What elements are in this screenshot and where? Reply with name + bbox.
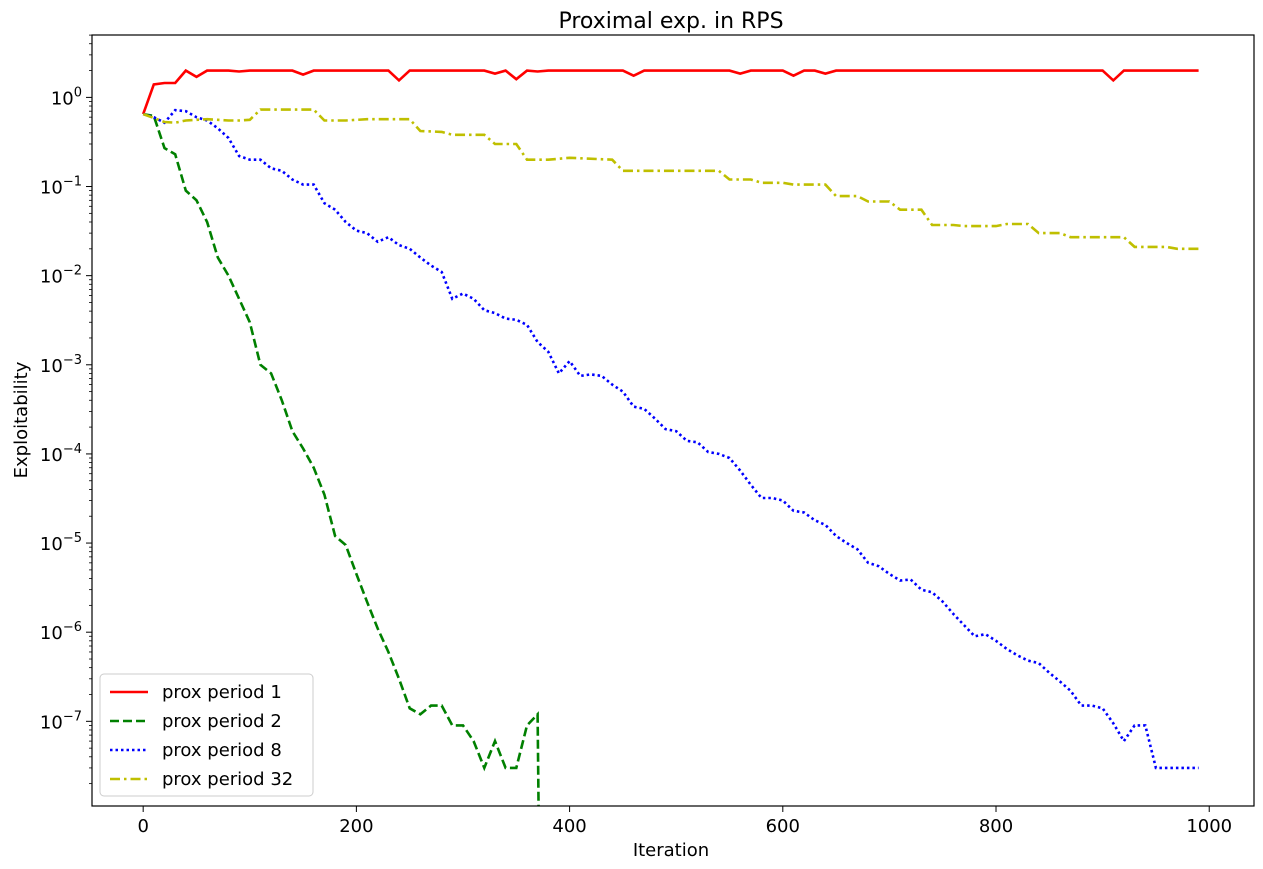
- y-tick-label: 10−7: [40, 709, 82, 733]
- series-layer: [141, 68, 1199, 806]
- legend-label: prox period 1: [162, 682, 282, 703]
- series-line-4: [142, 108, 1199, 251]
- series-line-3: [142, 108, 1199, 770]
- legend-box: [99, 673, 314, 797]
- series-line-2: [142, 112, 540, 806]
- legend: prox period 1 prox period 2 prox period 8 p…: [99, 673, 314, 797]
- y-tick-label: 10−5: [40, 531, 82, 555]
- x-tick-label: 200: [339, 816, 373, 837]
- y-tick-label: 10−3: [40, 353, 82, 377]
- y-tick-label: 10−1: [40, 175, 82, 199]
- y-tick-label: 10−2: [40, 264, 82, 288]
- x-tick-label: 400: [552, 816, 586, 837]
- y-axis-label: Exploitability: [11, 361, 32, 478]
- y-tick-label: 10−4: [40, 442, 82, 466]
- legend-label: prox period 8: [162, 740, 282, 761]
- x-axis: 0 200 400 600 800 1000: [137, 806, 1232, 837]
- x-tick-label: 1000: [1186, 816, 1232, 837]
- x-tick-label: 600: [766, 816, 800, 837]
- legend-label: prox period 2: [162, 711, 282, 732]
- y-tick-label: 10−6: [40, 620, 82, 644]
- y-tick-label: 100: [51, 85, 82, 109]
- x-axis-label: Iteration: [633, 840, 709, 861]
- x-tick-label: 0: [137, 816, 148, 837]
- legend-label: prox period 32: [162, 769, 293, 790]
- chart-title: Proximal exp. in RPS: [558, 9, 783, 34]
- plot-frame: [91, 34, 1255, 807]
- series-line-1: [141, 68, 1199, 115]
- y-axis: 100 10−1 10−2 10−3 10−4 10−5 10−6 10−7: [40, 34, 92, 785]
- x-tick-label: 800: [979, 816, 1013, 837]
